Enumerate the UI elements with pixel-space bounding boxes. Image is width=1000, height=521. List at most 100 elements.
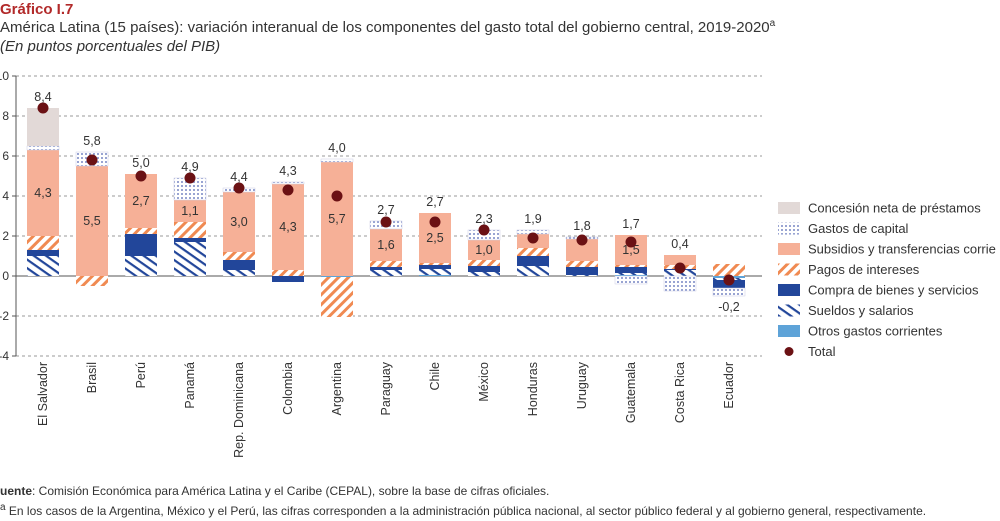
segment-value-label: 4,3 — [34, 186, 51, 200]
total-value-label: 2,7 — [426, 195, 443, 209]
legend-total-marker — [784, 347, 794, 356]
total-value-label: 1,8 — [573, 219, 590, 233]
source-label: uente — [0, 484, 33, 498]
total-value-label: 5,0 — [132, 156, 149, 170]
total-marker — [135, 170, 147, 182]
legend-swatch-subsidios — [778, 243, 800, 255]
x-category-label: El Salvador — [36, 362, 50, 426]
x-category-label: Costa Rica — [673, 362, 687, 423]
total-marker — [86, 154, 98, 166]
legend-label-intereses: Pagos de intereses — [808, 262, 920, 277]
bar-segment-bienes — [468, 266, 500, 272]
bar-segment-intereses — [125, 228, 157, 234]
bar-segment-subsidios — [27, 150, 59, 236]
source-note: uente: Comisión Económica para América L… — [0, 484, 549, 498]
segment-value-label: 2,5 — [426, 231, 443, 245]
bar-segment-intereses — [27, 236, 59, 250]
total-marker — [723, 274, 735, 286]
bar-segment-outline — [614, 275, 648, 285]
bar-segment-capital — [713, 288, 745, 296]
x-category-label: Panamá — [183, 362, 197, 409]
segment-value-label: 1,0 — [475, 243, 492, 257]
y-tick-label: 6 — [2, 149, 9, 163]
x-category-label: Argentina — [330, 362, 344, 416]
bar-segment-sueldos — [223, 270, 255, 276]
y-tick-label: -4 — [0, 349, 9, 363]
bar-segment-prestamos — [27, 108, 59, 146]
bar-segment-subsidios — [566, 239, 598, 261]
x-category-label: Rep. Dominicana — [232, 362, 246, 458]
total-marker — [429, 216, 441, 228]
segment-value-label: 5,7 — [328, 212, 345, 226]
legend-label-total: Total — [808, 344, 836, 359]
bar-segment-outline — [75, 151, 109, 167]
total-value-label: 4,3 — [279, 164, 296, 178]
source-text: : Comisión Económica para América Latina… — [32, 484, 550, 498]
y-tick-label: 10 — [0, 69, 9, 83]
legend-label-bienes: Compra de bienes y servicios — [808, 283, 979, 298]
total-value-label: 1,7 — [622, 217, 639, 231]
segment-value-label: 1,6 — [377, 238, 394, 252]
legend-swatch-sueldos — [778, 304, 800, 317]
total-value-label: 5,8 — [83, 134, 100, 148]
legend-label-capital: Gastos de capital — [808, 221, 909, 236]
legend-label-sueldos: Sueldos y salarios — [808, 303, 914, 318]
chart-units: (En puntos porcentuales del PIB) — [0, 38, 221, 55]
x-category-label: Uruguay — [575, 361, 589, 409]
footnote: a En los casos de la Argentina, México y… — [0, 502, 926, 518]
bar-segment-otros — [321, 276, 353, 277]
bar-segment-sueldos — [174, 242, 206, 276]
bar-segment-capital — [174, 178, 206, 200]
bar-segment-sueldos — [468, 272, 500, 276]
bar-segment-sueldos — [27, 256, 59, 276]
x-category-label: Brasil — [85, 362, 99, 393]
y-tick-label: 4 — [2, 189, 9, 203]
total-marker — [331, 190, 343, 202]
bar-segment-subsidios — [125, 174, 157, 228]
bar-segment-bienes — [27, 250, 59, 256]
bar-segment-capital — [27, 146, 59, 150]
x-category-label: Ecuador — [722, 362, 736, 409]
y-tick-label: 0 — [2, 269, 9, 283]
legend-swatch-capital — [778, 222, 800, 235]
y-tick-label: -2 — [0, 309, 9, 323]
bar-segment-sueldos — [419, 269, 451, 275]
bar-segment-intereses — [272, 270, 304, 276]
bar-segment-otros — [419, 275, 451, 276]
bar-segment-bienes — [517, 256, 549, 266]
total-value-label: 4,4 — [230, 170, 247, 184]
footnote-text: En los casos de la Argentina, México y e… — [8, 504, 927, 518]
bar-segment-capital — [615, 276, 647, 284]
x-category-label: Chile — [428, 362, 442, 391]
y-tick-label: 8 — [2, 109, 9, 123]
stacked-bar-chart: -4 -2 0 2 4 6 8 10 El Salvador Brasil Perú Panamá R… — [0, 69, 996, 458]
total-marker — [527, 232, 539, 244]
bar-segment-intereses — [566, 261, 598, 267]
bar-segment-intereses — [713, 264, 745, 276]
bar-segment-subsidios — [321, 162, 353, 276]
total-value-label: 0,4 — [671, 237, 688, 251]
legend-label-prestamos: Concesión neta de préstamos — [808, 201, 981, 216]
total-marker — [674, 262, 686, 274]
x-category-label: Perú — [134, 362, 148, 388]
bar-segment-capital — [272, 182, 304, 184]
total-marker — [478, 224, 490, 236]
x-category-label: Colombia — [281, 362, 295, 415]
bar-segment-intereses — [517, 248, 549, 256]
bar-segment-intereses — [223, 252, 255, 260]
bar-segment-otros — [615, 275, 647, 276]
bar-segment-bienes — [419, 265, 451, 269]
segment-value-label: 3,0 — [230, 215, 247, 229]
x-category-label: Honduras — [526, 362, 540, 416]
bar-segment-bienes — [615, 267, 647, 273]
total-marker — [380, 216, 392, 228]
x-category-label: Paraguay — [379, 361, 393, 415]
bar-segment-bienes — [370, 267, 402, 270]
bar-segment-subsidios — [664, 255, 696, 265]
bar-segment-intereses — [468, 260, 500, 266]
total-value-label: 2,3 — [475, 212, 492, 226]
legend-swatch-prestamos — [778, 202, 800, 214]
segment-value-label: 1,1 — [181, 204, 198, 218]
bar-segment-bienes — [125, 234, 157, 256]
segment-value-label: 1,5 — [622, 243, 639, 257]
